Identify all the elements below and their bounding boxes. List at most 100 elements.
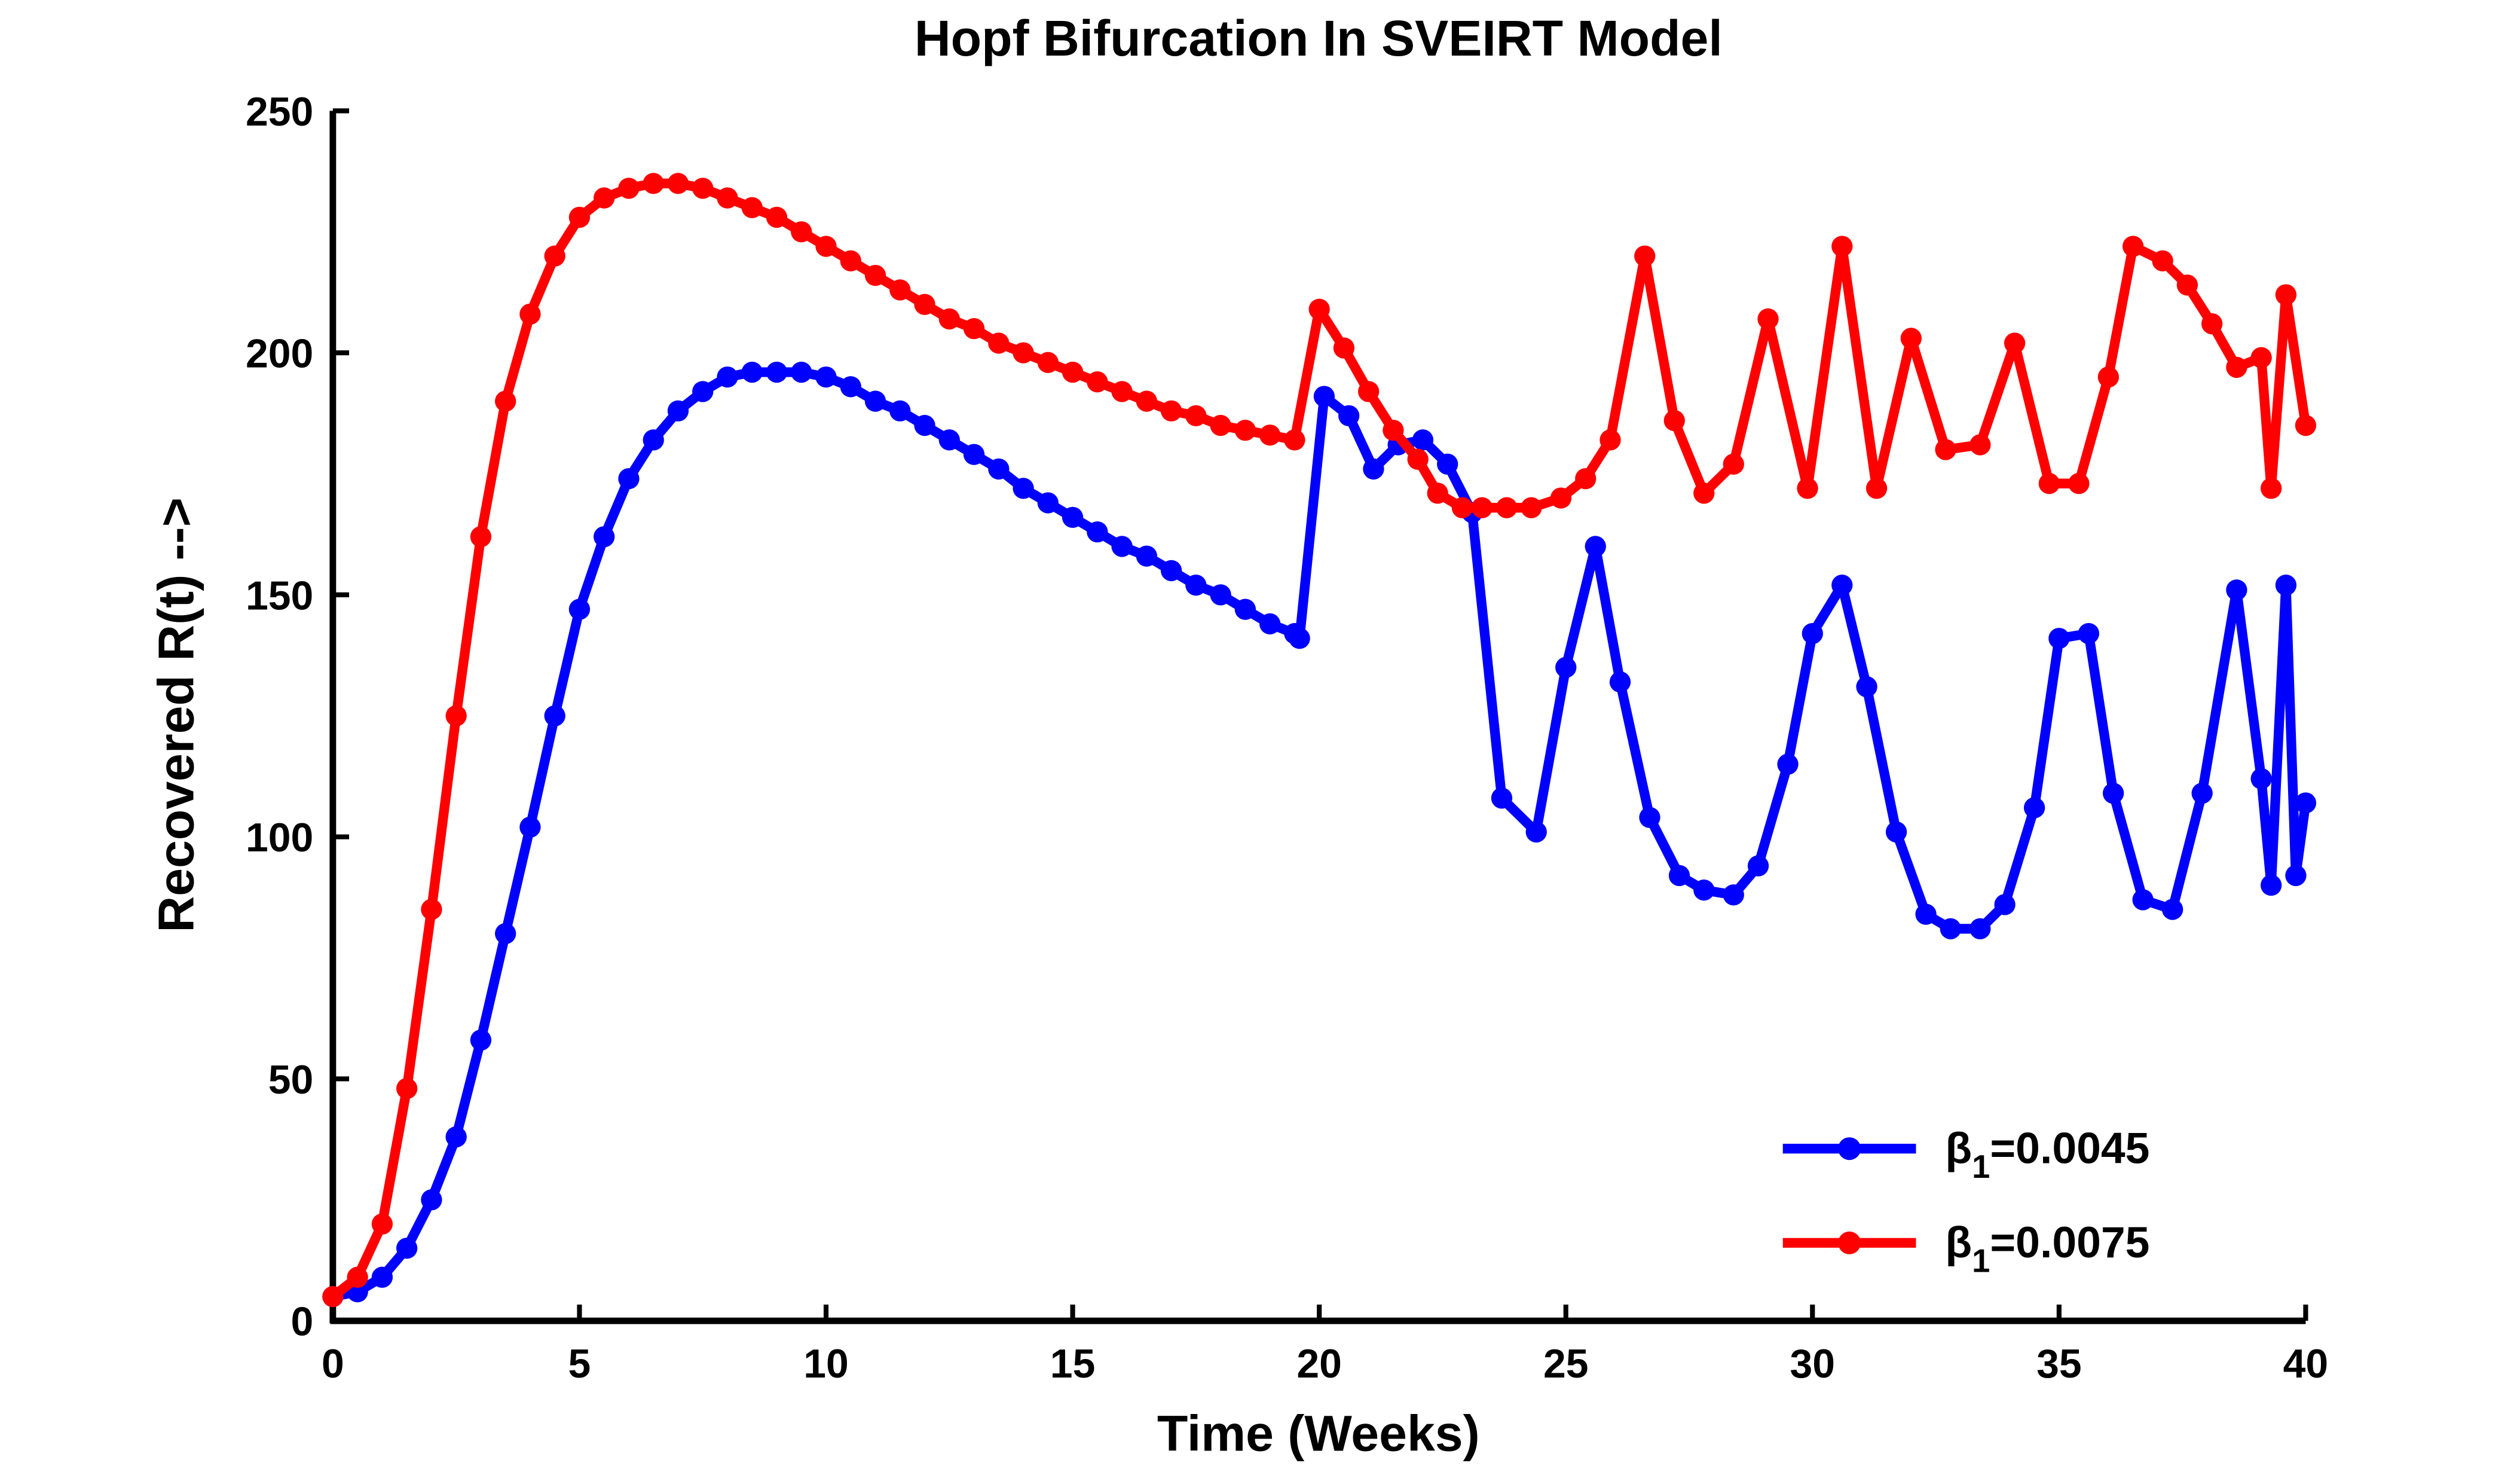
marker xyxy=(643,173,664,194)
marker xyxy=(2078,622,2100,645)
marker xyxy=(2097,366,2120,388)
marker xyxy=(840,250,861,271)
marker xyxy=(1757,308,1779,330)
marker xyxy=(1087,521,1108,543)
marker xyxy=(692,178,714,199)
marker xyxy=(1609,671,1631,693)
marker xyxy=(1210,584,1231,606)
marker xyxy=(470,1029,492,1051)
legend-label: β1=0.0075 xyxy=(1945,1218,2149,1279)
marker xyxy=(2275,575,2297,596)
marker xyxy=(1940,918,1961,940)
legend-marker xyxy=(1838,1137,1861,1160)
marker xyxy=(1600,429,1621,451)
marker xyxy=(2176,274,2198,296)
marker xyxy=(1087,371,1108,393)
marker xyxy=(1471,497,1493,518)
marker xyxy=(322,1286,344,1308)
x-tick-label: 15 xyxy=(1050,1342,1096,1386)
marker xyxy=(618,178,640,199)
marker xyxy=(1865,478,1888,499)
marker xyxy=(988,332,1010,354)
marker xyxy=(1496,497,1518,518)
y-tick-label: 0 xyxy=(291,1300,314,1345)
marker xyxy=(815,236,837,257)
x-tick-label: 30 xyxy=(1790,1342,1836,1386)
marker xyxy=(1639,807,1660,828)
y-tick-label: 200 xyxy=(246,332,313,377)
marker xyxy=(1723,884,1744,906)
marker xyxy=(2250,347,2272,368)
marker xyxy=(963,444,985,465)
marker xyxy=(791,361,812,383)
marker xyxy=(1634,245,1656,267)
x-tick-label: 35 xyxy=(2036,1342,2082,1386)
marker xyxy=(1037,352,1059,373)
marker xyxy=(1969,918,1991,940)
marker xyxy=(766,206,788,228)
marker xyxy=(568,206,591,228)
marker xyxy=(1747,855,1769,876)
marker xyxy=(1491,787,1513,809)
marker xyxy=(938,308,960,330)
marker xyxy=(594,526,615,548)
marker xyxy=(1900,328,1922,349)
marker xyxy=(1111,536,1133,557)
marker xyxy=(2250,768,2272,790)
marker xyxy=(1856,676,1877,698)
marker xyxy=(1663,410,1685,432)
marker xyxy=(1284,429,1305,451)
marker xyxy=(594,187,615,209)
marker xyxy=(495,923,516,945)
marker xyxy=(347,1266,368,1288)
marker xyxy=(766,361,788,383)
marker xyxy=(371,1266,393,1288)
marker xyxy=(1437,453,1458,475)
marker xyxy=(1062,506,1084,529)
marker xyxy=(1013,478,1034,499)
marker xyxy=(544,245,565,267)
marker xyxy=(2132,889,2154,911)
marker xyxy=(1259,424,1281,446)
marker xyxy=(1185,575,1207,596)
marker xyxy=(1723,453,1744,475)
marker xyxy=(2295,414,2317,436)
marker xyxy=(840,376,861,398)
marker xyxy=(495,390,516,412)
marker xyxy=(421,1189,442,1211)
marker xyxy=(741,361,763,383)
marker xyxy=(371,1213,393,1235)
marker xyxy=(1210,414,1231,436)
marker xyxy=(717,366,738,388)
marker xyxy=(1668,865,1690,887)
marker xyxy=(791,221,812,243)
y-tick-label: 50 xyxy=(268,1058,314,1102)
marker xyxy=(445,705,467,726)
marker xyxy=(1333,337,1355,359)
marker xyxy=(1831,236,1853,257)
marker xyxy=(421,899,442,920)
marker xyxy=(815,366,837,388)
marker xyxy=(2038,473,2060,494)
marker xyxy=(2048,628,2070,649)
marker xyxy=(2004,332,2026,354)
marker xyxy=(988,458,1010,480)
marker xyxy=(1358,381,1380,402)
x-tick-label: 40 xyxy=(2283,1342,2329,1386)
marker xyxy=(519,816,541,838)
marker xyxy=(667,400,689,422)
marker xyxy=(2023,797,2045,819)
marker xyxy=(1451,497,1473,518)
marker xyxy=(1412,429,1434,451)
marker xyxy=(2285,865,2307,887)
marker xyxy=(1585,536,1606,557)
marker xyxy=(1915,903,1937,925)
marker xyxy=(1136,390,1158,412)
marker xyxy=(1797,478,1818,499)
x-tick-label: 25 xyxy=(1543,1342,1589,1386)
marker xyxy=(1037,492,1059,514)
marker xyxy=(741,197,763,218)
marker xyxy=(864,390,886,412)
marker xyxy=(938,429,960,451)
